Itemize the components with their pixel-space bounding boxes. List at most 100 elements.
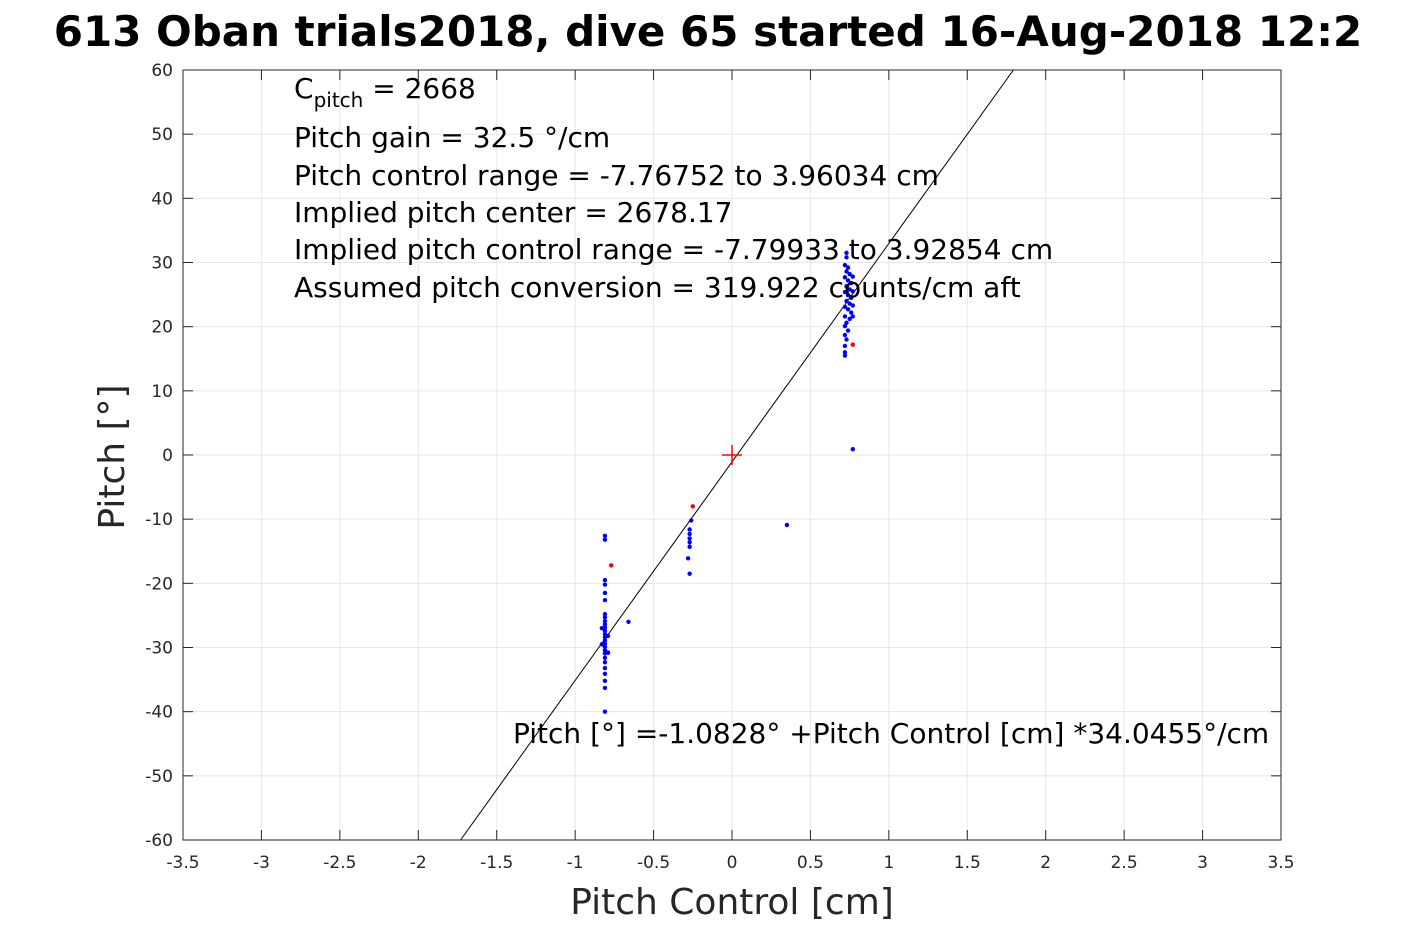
data-point <box>602 709 608 714</box>
data-point <box>605 650 611 655</box>
data-point <box>844 255 849 260</box>
x-tick-label: -2.5 <box>323 853 356 873</box>
data-point <box>844 298 849 304</box>
data-point <box>849 280 854 286</box>
x-tick-label: 1.5 <box>954 853 981 873</box>
data-point <box>602 597 608 603</box>
data-point <box>602 622 608 627</box>
data-point <box>602 644 608 650</box>
data-point <box>602 660 608 665</box>
x-tick-label: -3.5 <box>166 853 199 873</box>
x-tick-label: 3.5 <box>1267 853 1294 873</box>
data-point <box>850 289 855 294</box>
data-point <box>687 540 692 545</box>
data-point <box>602 618 608 624</box>
data-point <box>687 527 692 532</box>
data-point <box>849 310 854 315</box>
data-point <box>844 337 849 342</box>
data-point <box>602 638 608 643</box>
x-tick-label: 1 <box>883 853 894 873</box>
data-point <box>687 536 692 541</box>
data-point <box>850 447 855 452</box>
y-tick-label: 0 <box>162 446 173 466</box>
y-tick-label: 10 <box>151 382 173 402</box>
data-point <box>845 265 851 270</box>
data-point <box>602 615 608 620</box>
data-point <box>626 619 631 625</box>
data-point <box>849 295 854 300</box>
data-point <box>842 323 848 329</box>
data-point <box>842 343 848 349</box>
data-point <box>687 571 692 576</box>
data-point <box>687 531 692 537</box>
x-tick-label: 2 <box>1040 853 1051 873</box>
y-tick-label: -60 <box>145 831 173 851</box>
data-point <box>842 314 848 319</box>
y-tick-label: 60 <box>151 61 173 81</box>
data-point <box>599 642 605 647</box>
y-tick-label: 20 <box>151 318 173 338</box>
data-point <box>602 655 608 660</box>
x-tick-label: -2 <box>410 853 427 873</box>
data-point <box>845 307 851 312</box>
data-point <box>602 537 608 542</box>
data-point <box>687 544 692 549</box>
data-point <box>842 304 848 309</box>
data-point <box>842 275 848 280</box>
data-point <box>845 328 851 333</box>
data-point <box>602 678 608 684</box>
data-point <box>602 671 608 677</box>
data-point <box>602 590 608 596</box>
x-tick-label: 2.5 <box>1111 853 1138 873</box>
data-point <box>605 633 611 639</box>
y-axis-label: Pitch [°] <box>92 384 133 529</box>
data-point <box>845 293 851 298</box>
data-point <box>844 269 849 274</box>
data-point <box>847 271 852 277</box>
y-tick-label: 30 <box>151 254 173 274</box>
annotation-pitch-control-range: Pitch control range = -7.76752 to 3.9603… <box>294 159 939 192</box>
plot-frame <box>182 69 1282 841</box>
data-point <box>784 522 790 528</box>
x-tick-label: 0.5 <box>797 853 824 873</box>
x-tick-label: -1 <box>567 853 584 873</box>
data-point <box>850 314 855 319</box>
c-pitch-symbol: C <box>294 72 314 105</box>
y-tick-labels: 60 50 40 30 20 10 0 -10 -20 -30 -40 -50 -60 <box>145 61 173 851</box>
data-point <box>842 332 848 338</box>
x-tick-labels: -3.5 -3 -2.5 -2 -1.5 -1 -0.5 0 0.5 1 1.5 2 2.5 3 3.5 <box>166 853 1294 873</box>
x-tick-label: 3 <box>1197 853 1208 873</box>
y-tick-label: -50 <box>145 767 173 787</box>
annotation-assumed-conversion: Assumed pitch conversion = 319.922 count… <box>294 271 1021 304</box>
data-point <box>842 289 848 295</box>
data-point <box>602 582 608 587</box>
data-point <box>850 274 855 279</box>
data-point <box>690 504 695 509</box>
y-tick-label: -20 <box>145 574 173 594</box>
y-tick-label: -40 <box>145 703 173 723</box>
data-point <box>842 353 848 358</box>
data-point <box>689 518 694 523</box>
data-point <box>842 350 848 355</box>
data-point <box>602 611 608 617</box>
data-point <box>599 626 605 631</box>
data-point <box>602 647 608 653</box>
data-point <box>850 303 855 308</box>
y-tick-label: 50 <box>151 125 173 145</box>
data-point <box>602 533 608 539</box>
axis-ticks <box>182 69 1282 841</box>
data-point <box>844 250 849 256</box>
y-tick-label: 40 <box>151 189 173 209</box>
data-point <box>602 685 608 691</box>
x-axis-label: Pitch Control [cm] <box>570 882 894 923</box>
data-point <box>602 577 608 583</box>
data-point <box>842 262 848 268</box>
c-pitch-value: = 2668 <box>363 72 476 105</box>
annotation-c-pitch: Cpitch = 2668 <box>294 72 476 112</box>
data-point <box>850 342 855 347</box>
x-tick-label: -1.5 <box>480 853 513 873</box>
data-point <box>847 316 852 322</box>
annotation-implied-center: Implied pitch center = 2678.17 <box>294 196 732 229</box>
chart-title: 613 Oban trials2018, dive 65 started 16-… <box>54 7 1362 56</box>
